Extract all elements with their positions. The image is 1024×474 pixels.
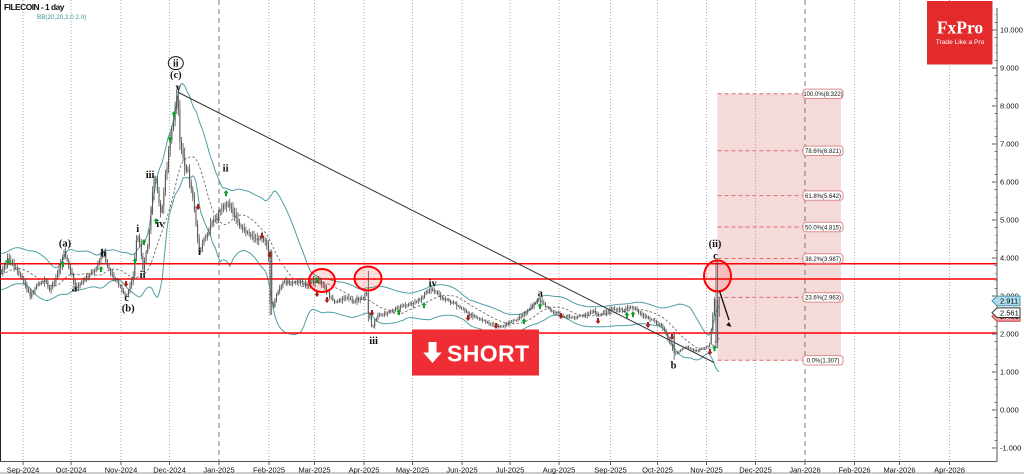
svg-text:i: i [136,224,139,235]
svg-text:8.000: 8.000 [1000,102,1019,111]
svg-text:Jan-2026: Jan-2026 [789,465,820,474]
svg-text:iv: iv [156,219,165,230]
svg-text:a: a [538,289,544,300]
svg-text:50.0%(4.815): 50.0%(4.815) [805,225,841,231]
svg-text:a: a [72,284,78,295]
svg-text:Dec-2024: Dec-2024 [153,465,186,474]
svg-text:6.000: 6.000 [1000,178,1019,187]
svg-text:2.000: 2.000 [1000,330,1019,339]
svg-text:38.2%(3.987): 38.2%(3.987) [805,257,841,263]
svg-text:FxPro: FxPro [937,18,984,38]
svg-text:7.000: 7.000 [1000,140,1019,149]
svg-text:ii: ii [173,59,179,70]
svg-text:0.000: 0.000 [1000,406,1019,415]
svg-text:Aug-2025: Aug-2025 [543,465,576,474]
svg-text:SHORT: SHORT [447,341,530,367]
svg-text:Sep-2025: Sep-2025 [594,465,627,474]
svg-text:78.6%(6.821): 78.6%(6.821) [805,149,841,155]
svg-text:b: b [671,361,677,372]
svg-text:(c): (c) [170,70,182,81]
svg-text:v: v [176,82,182,93]
svg-text:(ii): (ii) [709,239,722,250]
svg-text:5.000: 5.000 [1000,216,1019,225]
svg-text:1.000: 1.000 [1000,368,1019,377]
svg-text:Jul-2025: Jul-2025 [496,465,525,474]
svg-text:c: c [713,251,718,262]
svg-text:Dec-2025: Dec-2025 [739,465,772,474]
svg-text:Nov-2025: Nov-2025 [690,465,723,474]
svg-text:ii: ii [223,164,229,175]
svg-text:9.000: 9.000 [1000,64,1019,73]
svg-text:0.0%(1.307): 0.0%(1.307) [807,359,840,365]
svg-text:Mar-2026: Mar-2026 [883,465,915,474]
svg-text:100.0%(8.322): 100.0%(8.322) [803,92,842,98]
svg-text:Apr-2026: Apr-2026 [934,465,965,474]
svg-text:Jun-2025: Jun-2025 [446,465,477,474]
svg-text:Sep-2024: Sep-2024 [7,465,40,474]
svg-text:Feb-2025: Feb-2025 [253,465,285,474]
svg-text:FILECOIN - 1 day: FILECOIN - 1 day [4,2,65,12]
svg-text:(b): (b) [122,304,135,315]
svg-text:2.911: 2.911 [1000,297,1018,306]
svg-text:Jan-2025: Jan-2025 [203,465,234,474]
svg-text:Oct-2025: Oct-2025 [642,465,673,474]
svg-text:Nov-2024: Nov-2024 [105,465,138,474]
svg-text:Oct-2024: Oct-2024 [56,465,87,474]
svg-text:c: c [124,293,129,304]
svg-text:-1.000: -1.000 [1000,444,1021,453]
svg-text:(a): (a) [59,239,72,250]
svg-text:2.561: 2.561 [1000,308,1019,317]
svg-text:i: i [198,247,201,258]
svg-text:iii: iii [369,336,378,347]
svg-text:May-2025: May-2025 [396,465,429,474]
svg-text:Trade Like a Pro: Trade Like a Pro [936,39,985,46]
svg-text:61.8%(5.642): 61.8%(5.642) [805,194,841,200]
svg-text:Apr-2025: Apr-2025 [349,465,380,474]
svg-text:Mar-2025: Mar-2025 [298,465,330,474]
svg-text:23.6%(2.963): 23.6%(2.963) [805,296,841,302]
svg-text:10.000: 10.000 [1000,26,1023,35]
svg-text:iii: iii [146,170,155,181]
svg-text:iv: iv [429,279,438,290]
svg-text:ii: ii [140,270,146,281]
svg-text:BB(20,20,2.0 2.0): BB(20,20,2.0 2.0) [37,14,86,21]
svg-text:Feb-2026: Feb-2026 [838,465,870,474]
svg-text:4.000: 4.000 [1000,254,1019,263]
svg-text:b: b [100,249,106,260]
